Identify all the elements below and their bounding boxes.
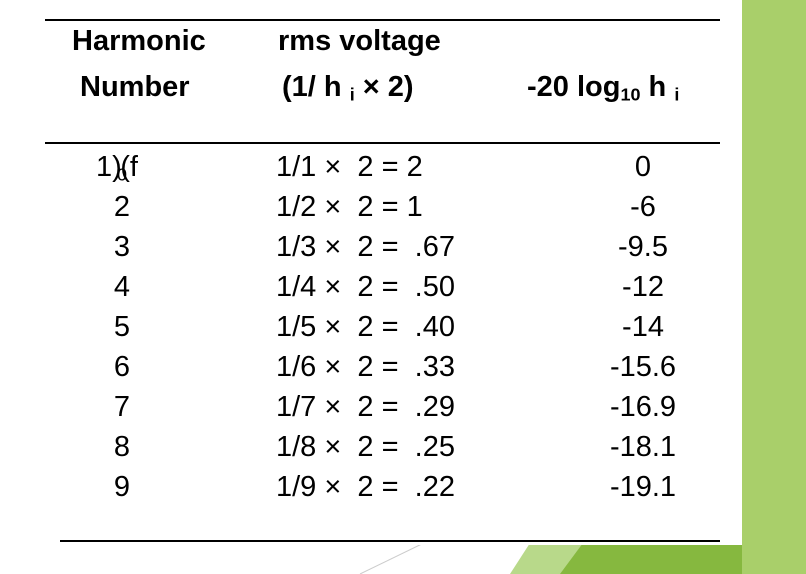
bottom-rule	[60, 540, 720, 542]
rms-cell: 1/7 × 2 = .29	[276, 391, 455, 423]
harmonic-number: 6	[113, 351, 131, 383]
db-value: 0	[634, 151, 652, 183]
header-harmonic-line1: Harmonic	[72, 25, 206, 57]
harmonic-number: 3	[113, 231, 131, 263]
db-value: -6	[630, 191, 656, 223]
db-value: -12	[622, 271, 664, 303]
header-rms-subscript: i	[349, 84, 355, 105]
header-db: -20 log10 h i	[527, 70, 679, 104]
rms-cell: 1/9 × 2 = .22	[276, 471, 455, 503]
header-db-subscript-2: i	[674, 84, 680, 105]
harmonic-number: 7	[113, 391, 131, 423]
harmonic-suffix: )	[112, 151, 122, 183]
header-db-subscript: 10	[620, 84, 641, 105]
header-rms-line2: (1/ h i × 2)	[282, 70, 414, 104]
db-value: -19.1	[609, 471, 677, 503]
harmonic-subscript: 0	[117, 164, 127, 185]
harmonic-number: 1 (f	[96, 151, 138, 183]
rms-cell: 1/8 × 2 = .25	[276, 431, 455, 463]
white-panel	[0, 0, 742, 545]
rms-cell: 1/2 × 2 = 1	[276, 191, 423, 223]
decorative-thin-line	[359, 539, 431, 574]
harmonic-number: 8	[113, 431, 131, 463]
db-value: -16.9	[609, 391, 677, 423]
rms-cell: 1/5 × 2 = .40	[276, 311, 455, 343]
harmonic-number: 9	[113, 471, 131, 503]
harmonic-value: 1 (f 0)	[96, 150, 138, 185]
header-rule	[45, 142, 720, 144]
db-value: -18.1	[609, 431, 677, 463]
rms-cell: 1/6 × 2 = .33	[276, 351, 455, 383]
db-value: -14	[622, 311, 664, 343]
harmonic-number: 2	[113, 191, 131, 223]
header-db-mid: h	[640, 71, 667, 103]
top-rule	[45, 19, 720, 21]
harmonic-number: 5	[113, 311, 131, 343]
db-value: -15.6	[609, 351, 677, 383]
db-value: -9.5	[618, 231, 668, 263]
header-rms-line1: rms voltage	[278, 25, 441, 57]
harmonic-number: 4	[113, 271, 131, 303]
rms-cell: 1/3 × 2 = .67	[276, 231, 455, 263]
header-db-text: -20 log	[527, 71, 621, 103]
header-rms-text: (1/ h	[282, 71, 342, 103]
green-sidebar-light	[742, 0, 806, 574]
rms-cell: 1/4 × 2 = .50	[276, 271, 455, 303]
header-rms-text-end: × 2)	[362, 71, 414, 103]
rms-cell: 1/1 × 2 = 2	[276, 151, 423, 183]
header-harmonic-line2: Number	[80, 71, 190, 103]
